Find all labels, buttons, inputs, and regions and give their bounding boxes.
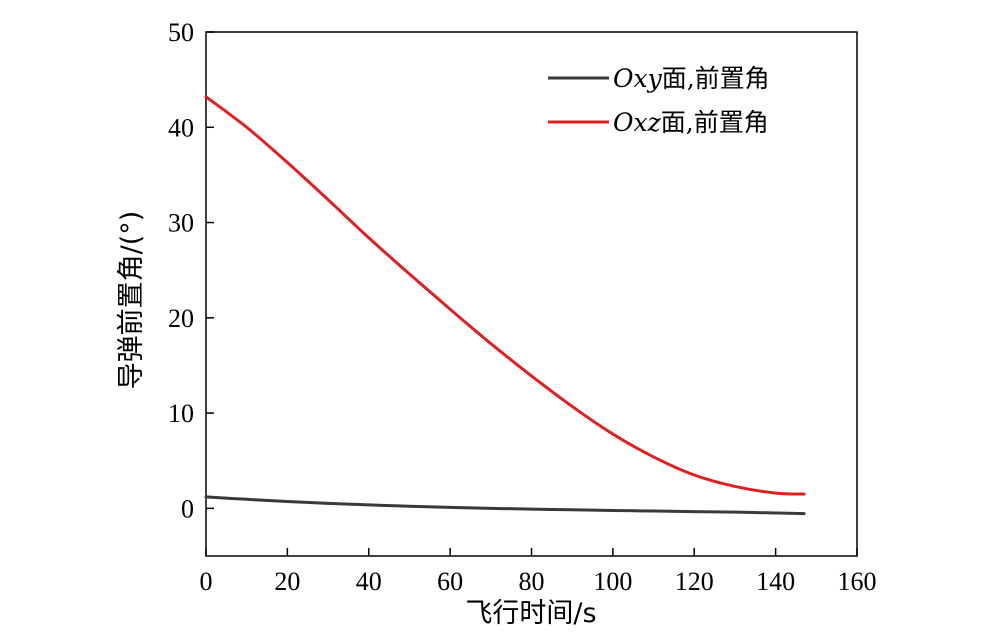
x-tick-label: 100 bbox=[593, 567, 632, 596]
series-line-oxz bbox=[204, 95, 806, 496]
x-tick-label: 80 bbox=[519, 567, 545, 596]
series-lines bbox=[204, 95, 806, 516]
x-tick-label: 120 bbox=[675, 567, 714, 596]
y-tick-label: 20 bbox=[168, 304, 194, 333]
legend: Oxy面,前置角 Oxz面,前置角 bbox=[548, 64, 770, 137]
y-tick-label: 30 bbox=[168, 209, 194, 238]
x-tick-label: 60 bbox=[437, 567, 463, 596]
x-tick-label: 160 bbox=[838, 567, 877, 596]
legend-label-oxy: Oxy面,前置角 bbox=[613, 64, 770, 93]
axis-ticks: 0 20 40 60 80 100 120 140 160 0 10 20 30 40 50 bbox=[168, 18, 877, 596]
x-tick-label: 20 bbox=[274, 567, 300, 596]
y-tick-label: 40 bbox=[168, 113, 194, 142]
x-tick-label: 140 bbox=[756, 567, 795, 596]
x-tick-label: 40 bbox=[356, 567, 382, 596]
y-tick-label: 0 bbox=[181, 494, 194, 523]
x-axis-title: 飞行时间/s bbox=[465, 598, 596, 629]
y-axis-title: 导弹前置角/(°) bbox=[116, 211, 147, 390]
y-tick-label: 10 bbox=[168, 399, 194, 428]
series-line-oxy bbox=[204, 495, 806, 516]
x-tick-label: 0 bbox=[200, 567, 213, 596]
y-tick-label: 50 bbox=[168, 18, 194, 47]
legend-label-oxz: Oxz面,前置角 bbox=[613, 108, 769, 137]
